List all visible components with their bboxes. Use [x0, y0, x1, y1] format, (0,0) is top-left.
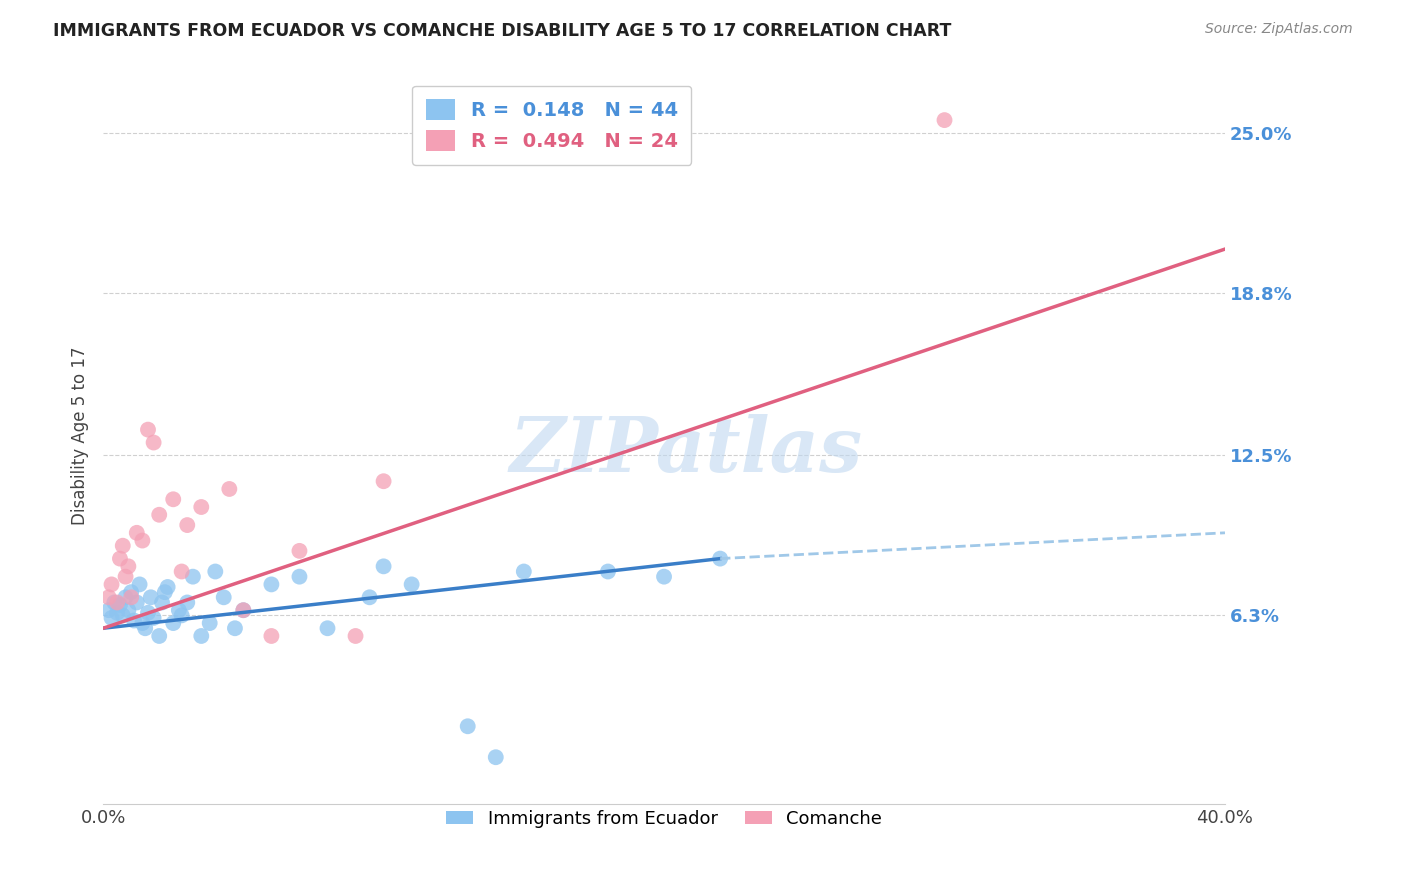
Point	[344, 629, 367, 643]
Point	[167, 603, 190, 617]
Point	[103, 595, 125, 609]
Point	[190, 500, 212, 514]
Point	[224, 621, 246, 635]
Point	[100, 611, 122, 625]
Point	[136, 423, 159, 437]
Text: Source: ZipAtlas.com: Source: ZipAtlas.com	[1205, 22, 1353, 37]
Point	[142, 611, 165, 625]
Point	[120, 591, 142, 605]
Point	[148, 629, 170, 643]
Point	[105, 595, 128, 609]
Point	[114, 569, 136, 583]
Point	[142, 435, 165, 450]
Point	[176, 595, 198, 609]
Point	[156, 580, 179, 594]
Point	[218, 482, 240, 496]
Point	[122, 614, 145, 628]
Text: IMMIGRANTS FROM ECUADOR VS COMANCHE DISABILITY AGE 5 TO 17 CORRELATION CHART: IMMIGRANTS FROM ECUADOR VS COMANCHE DISA…	[53, 22, 952, 40]
Point	[125, 525, 148, 540]
Point	[401, 577, 423, 591]
Point	[176, 518, 198, 533]
Point	[359, 591, 381, 605]
Point	[288, 544, 311, 558]
Point	[139, 591, 162, 605]
Point	[288, 569, 311, 583]
Point	[134, 621, 156, 635]
Point	[170, 565, 193, 579]
Point	[181, 569, 204, 583]
Point	[373, 474, 395, 488]
Point	[204, 565, 226, 579]
Point	[117, 559, 139, 574]
Point	[120, 585, 142, 599]
Point	[108, 598, 131, 612]
Point	[457, 719, 479, 733]
Point	[114, 591, 136, 605]
Point	[596, 565, 619, 579]
Point	[198, 616, 221, 631]
Point	[111, 539, 134, 553]
Point	[934, 113, 956, 128]
Point	[162, 616, 184, 631]
Y-axis label: Disability Age 5 to 17: Disability Age 5 to 17	[72, 347, 89, 525]
Point	[105, 606, 128, 620]
Point	[170, 608, 193, 623]
Point	[117, 603, 139, 617]
Point	[162, 492, 184, 507]
Text: ZIPatlas: ZIPatlas	[510, 414, 863, 488]
Point	[97, 603, 120, 617]
Point	[260, 577, 283, 591]
Point	[131, 616, 153, 631]
Point	[232, 603, 254, 617]
Point	[150, 595, 173, 609]
Point	[131, 533, 153, 548]
Point	[97, 591, 120, 605]
Point	[136, 606, 159, 620]
Point	[190, 629, 212, 643]
Point	[128, 577, 150, 591]
Point	[148, 508, 170, 522]
Point	[513, 565, 536, 579]
Point	[232, 603, 254, 617]
Legend: Immigrants from Ecuador, Comanche: Immigrants from Ecuador, Comanche	[439, 803, 889, 835]
Point	[316, 621, 339, 635]
Point	[373, 559, 395, 574]
Point	[125, 595, 148, 609]
Point	[260, 629, 283, 643]
Point	[485, 750, 508, 764]
Point	[108, 551, 131, 566]
Point	[111, 608, 134, 623]
Point	[652, 569, 675, 583]
Point	[212, 591, 235, 605]
Point	[709, 551, 731, 566]
Point	[100, 577, 122, 591]
Point	[153, 585, 176, 599]
